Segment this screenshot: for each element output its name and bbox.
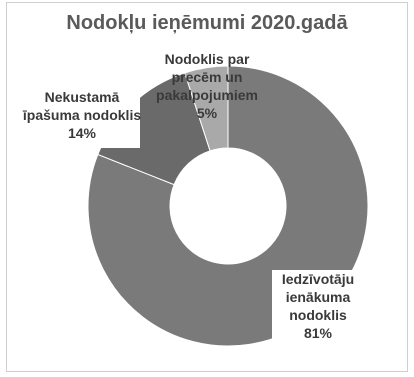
slice-value-label-3: 5%	[197, 105, 218, 121]
slice-label-box-2	[18, 88, 140, 148]
slice-name-label-1: Iedzīvotāju	[282, 271, 354, 287]
slice-name-label-1: ienākuma	[286, 289, 351, 305]
slice-name-label-2: īpašuma nodoklis	[22, 107, 141, 123]
slice-value-label-1: 81%	[304, 325, 333, 341]
slice-name-label-3: precēm un	[172, 69, 243, 85]
chart-title: Nodokļu ieņēmumi 2020.gadā	[66, 12, 348, 34]
slice-value-label-2: 14%	[68, 125, 97, 141]
slice-name-label-2: Nekustamā	[45, 89, 120, 105]
slice-name-label-3: pakalpojumiem	[156, 87, 258, 103]
slice-name-label-3: Nodoklis par	[165, 51, 250, 67]
slice-labels: Iedzīvotāju ienākuma nodoklis 81% Nekustamā ī…	[18, 51, 364, 348]
slice-name-label-1: nodoklis	[289, 307, 347, 323]
donut-slice-3	[184, 65, 229, 152]
slice-label-box-1	[272, 270, 364, 348]
